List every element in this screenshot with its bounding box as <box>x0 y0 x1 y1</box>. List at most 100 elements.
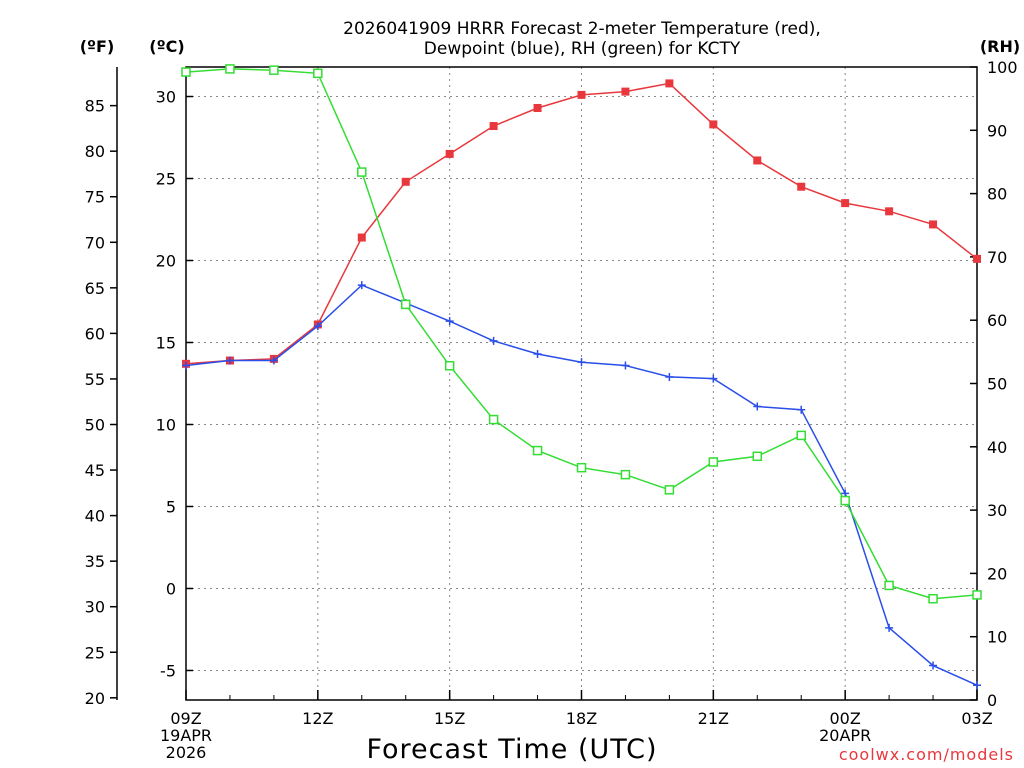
rh-point <box>664 485 675 495</box>
dewpoint-point <box>182 361 190 370</box>
temperature-point <box>577 90 586 99</box>
time-tick-label: 15Z <box>434 709 465 728</box>
fahrenheit-tick-label: 45 <box>85 461 105 480</box>
time-tick-label: 09Z <box>170 709 201 728</box>
rh-point <box>840 495 850 506</box>
fahrenheit-tick-label: 60 <box>85 324 105 343</box>
rh-tick-label: 60 <box>987 311 1007 330</box>
rh-point <box>620 469 631 480</box>
fahrenheit-axis: 20 25 30 35 40 45 50 55 60 65 70 75 80 85 <box>85 97 117 708</box>
temperature-point <box>709 120 718 129</box>
rh-point <box>532 445 543 456</box>
rh-point <box>708 457 719 467</box>
celsius-tick-label: 30 <box>156 88 176 107</box>
rh-tick-label: 50 <box>987 375 1007 394</box>
fahrenheit-tick-label: 35 <box>85 552 105 571</box>
fahrenheit-tick-label: 50 <box>85 415 105 434</box>
date-tick-label: 19APR <box>160 726 212 745</box>
time-tick-label: 12Z <box>302 709 333 728</box>
fahrenheit-tick-label: 80 <box>85 142 105 161</box>
rh-point <box>400 299 411 310</box>
temperature-point <box>929 220 938 229</box>
temperature-point <box>621 87 630 96</box>
temperature-point <box>533 103 542 112</box>
time-tick-label: 00Z <box>830 709 861 728</box>
dewpoint-point <box>357 281 366 290</box>
dewpoint-point <box>621 361 630 370</box>
dewpoint-point <box>753 402 762 411</box>
fahrenheit-tick-label: 20 <box>85 689 105 708</box>
rh-point <box>225 64 235 74</box>
celsius-tick-label: 10 <box>156 415 176 434</box>
rh-tick-label: 80 <box>987 185 1007 204</box>
temperature-point <box>445 149 454 158</box>
plot-frame <box>185 66 978 701</box>
rh-point <box>357 167 367 177</box>
date-tick-label: 20APR <box>819 726 871 745</box>
rh-point <box>884 580 894 591</box>
rh-point <box>752 451 763 462</box>
temperature-point <box>357 233 366 242</box>
series-layer <box>181 64 982 690</box>
grid-lines <box>186 67 977 700</box>
rh-point <box>444 361 455 371</box>
rh-unit-label: (RH) <box>980 37 1020 56</box>
dewpoint-point <box>225 356 234 365</box>
dewpoint-point <box>313 322 322 331</box>
fahrenheit-tick-label: 30 <box>85 598 105 617</box>
chart-title-line-2: Dewpoint (blue), RH (green) for KCTY <box>424 39 741 59</box>
dewpoint-point <box>269 356 278 365</box>
temperature-point <box>841 199 850 208</box>
fahrenheit-unit-label: (ºF) <box>80 37 115 56</box>
celsius-tick-label: 0 <box>166 579 176 598</box>
rh-point <box>928 593 938 604</box>
celsius-tick-label: 15 <box>156 334 176 353</box>
rh-tick-label: 100 <box>987 58 1018 77</box>
dewpoint-point <box>885 623 894 632</box>
temperature-point <box>401 177 410 186</box>
fahrenheit-tick-label: 40 <box>85 507 105 526</box>
rh-line <box>185 68 978 600</box>
fahrenheit-tick-label: 85 <box>85 97 105 116</box>
dewpoint-point <box>709 374 718 383</box>
celsius-unit-label: (ºC) <box>149 37 184 56</box>
celsius-tick-label: -5 <box>160 661 176 680</box>
x-axis-title: Forecast Time (UTC) <box>366 734 657 765</box>
dewpoint-point <box>973 681 981 690</box>
fahrenheit-tick-label: 75 <box>85 188 105 207</box>
time-tick-label: 03Z <box>961 709 992 728</box>
rh-tick-label: 40 <box>987 438 1007 457</box>
rh-point <box>488 414 499 425</box>
dewpoint-point <box>533 349 542 358</box>
rh-point <box>796 430 806 441</box>
fahrenheit-tick-label: 70 <box>85 233 105 252</box>
time-tick-label: 21Z <box>698 709 729 728</box>
temperature-point <box>885 207 894 216</box>
fahrenheit-tick-label: 65 <box>85 279 105 298</box>
chart-title-line-1: 2026041909 HRRR Forecast 2-meter Tempera… <box>343 19 821 39</box>
rh-axis: 0 10 20 30 40 50 60 70 80 90 100 <box>970 58 1018 710</box>
celsius-tick-label: 20 <box>156 252 176 271</box>
rh-series <box>181 64 982 604</box>
celsius-tick-label: 25 <box>156 170 176 189</box>
dewpoint-point <box>577 358 586 367</box>
fahrenheit-tick-label: 55 <box>85 370 105 389</box>
rh-point <box>269 65 279 75</box>
rh-tick-label: 20 <box>987 564 1007 583</box>
temperature-point <box>797 182 806 191</box>
rh-tick-label: 10 <box>987 628 1007 647</box>
temperature-point <box>665 79 674 88</box>
temperature-point <box>489 122 498 131</box>
dewpoint-point <box>665 372 674 381</box>
time-tick-label: 18Z <box>566 709 597 728</box>
temperature-point <box>973 254 981 263</box>
fahrenheit-tick-label: 25 <box>85 643 105 662</box>
rh-point <box>313 68 323 79</box>
credit-text: coolwx.com/models <box>839 745 1014 764</box>
celsius-axis: -5 0 5 10 15 20 25 30 <box>156 88 193 680</box>
rh-point <box>181 67 191 77</box>
rh-tick-label: 30 <box>987 501 1007 520</box>
date-tick-label: 2026 <box>166 743 207 762</box>
